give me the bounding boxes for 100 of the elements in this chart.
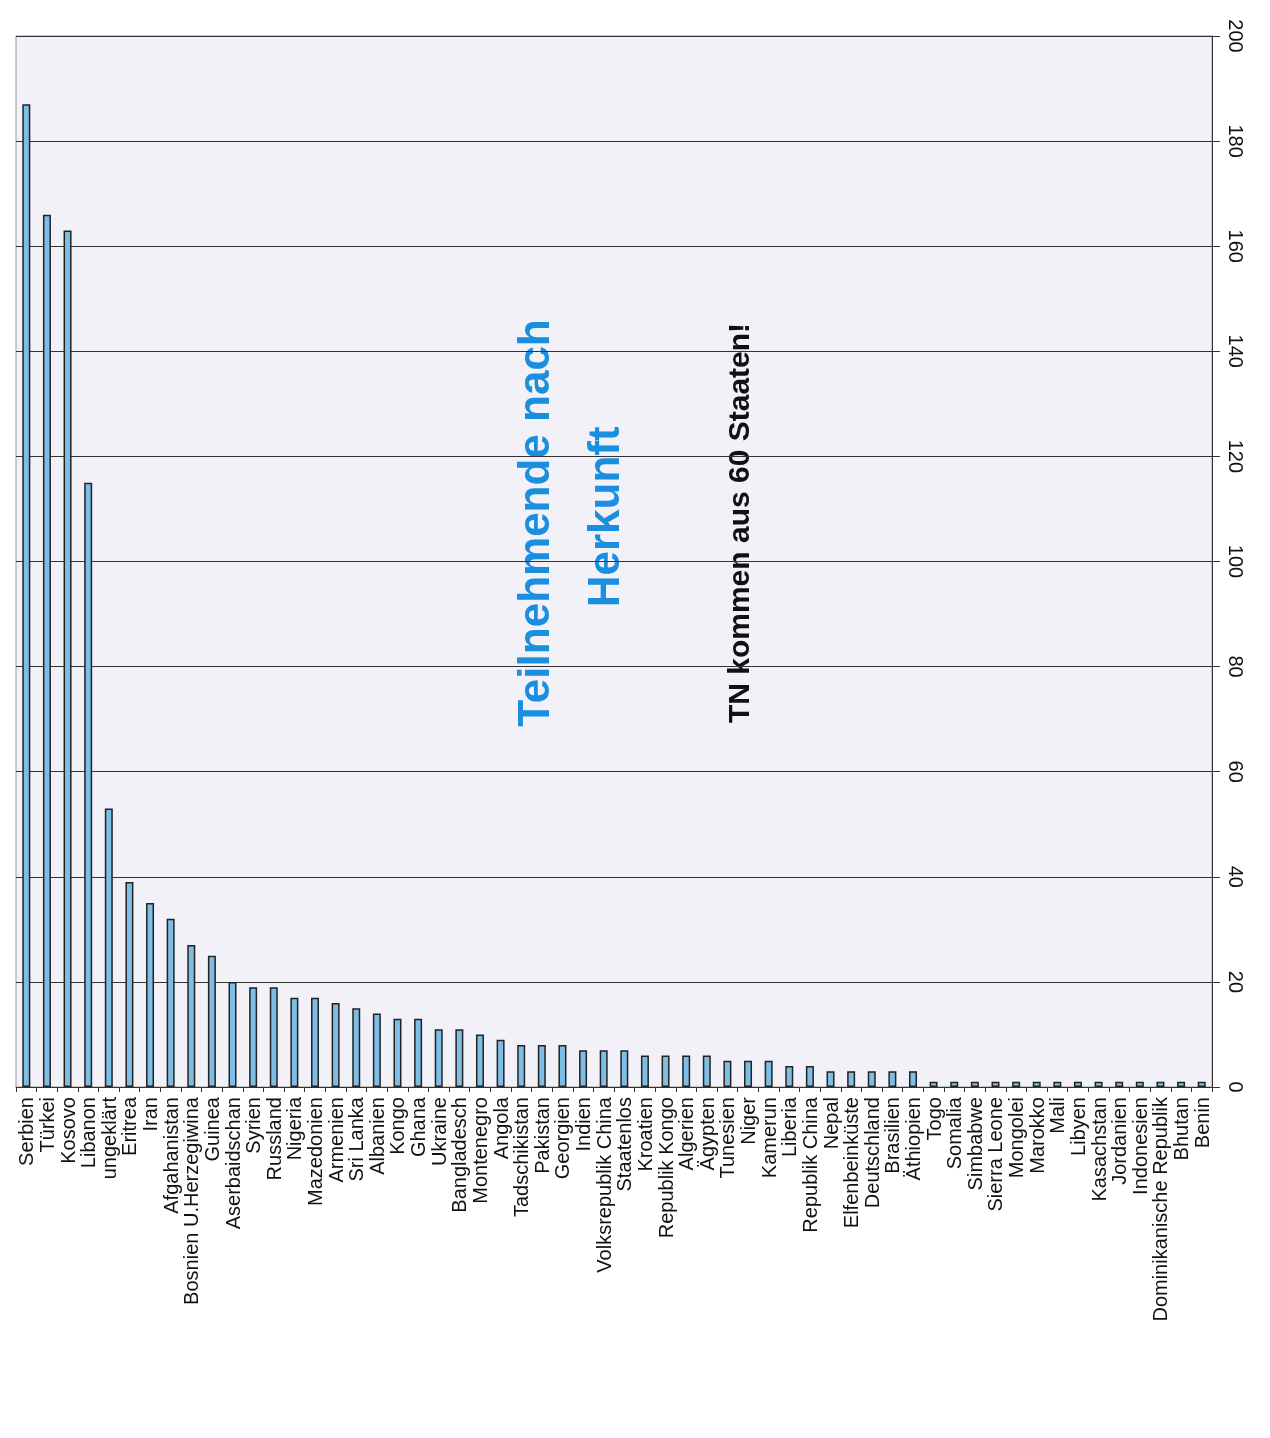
bar bbox=[1053, 1081, 1062, 1087]
bar bbox=[950, 1081, 959, 1087]
bar bbox=[269, 987, 278, 1087]
y-tick-label: 20 bbox=[1225, 970, 1247, 994]
bar bbox=[63, 230, 72, 1087]
bar bbox=[104, 808, 113, 1087]
bar bbox=[661, 1055, 670, 1087]
x-tick-label: Indonesien bbox=[1128, 1097, 1151, 1195]
bar bbox=[744, 1060, 753, 1087]
bar bbox=[1012, 1081, 1021, 1087]
bar bbox=[1135, 1081, 1144, 1087]
x-tick-label: Afgahanistan bbox=[159, 1097, 182, 1214]
y-tick-label: 80 bbox=[1225, 655, 1247, 678]
y-tick-label: 60 bbox=[1225, 760, 1247, 783]
bar bbox=[414, 1018, 423, 1087]
y-tick-label: 180 bbox=[1225, 124, 1247, 158]
bar bbox=[1073, 1081, 1082, 1087]
x-tick-label: Libanon bbox=[77, 1097, 100, 1169]
bar bbox=[929, 1081, 938, 1087]
x-tick-label: Iran bbox=[139, 1097, 162, 1132]
bar bbox=[1115, 1081, 1124, 1087]
x-tick-label: Pakistan bbox=[530, 1097, 553, 1174]
x-tick-label: Ukraine bbox=[427, 1097, 450, 1166]
x-tick-label: Libyen bbox=[1066, 1097, 1089, 1156]
bar bbox=[805, 1065, 814, 1087]
x-tick-label: Indien bbox=[572, 1097, 595, 1152]
x-tick-label: Aserbaidschan bbox=[221, 1097, 244, 1230]
x-tick-label: Nigeria bbox=[283, 1096, 306, 1161]
bar bbox=[1156, 1081, 1165, 1087]
bar bbox=[311, 997, 319, 1087]
bar bbox=[290, 997, 299, 1087]
bar bbox=[249, 987, 258, 1087]
x-tick-label: Mazedonien bbox=[304, 1097, 326, 1206]
bar bbox=[826, 1071, 835, 1087]
x-tick-label: ungeklärt bbox=[97, 1096, 120, 1180]
x-tick-label: Kongo bbox=[386, 1097, 409, 1155]
bar bbox=[1197, 1081, 1206, 1087]
bar bbox=[207, 955, 216, 1087]
bar bbox=[867, 1071, 876, 1087]
text: Teilnehmende nach Herkunft bbox=[508, 319, 628, 727]
bar bbox=[723, 1060, 732, 1087]
x-tick-label: Niger bbox=[737, 1096, 760, 1145]
x-tick-label: Äthiopien bbox=[902, 1097, 924, 1181]
bar bbox=[331, 1002, 340, 1087]
bar bbox=[352, 1008, 361, 1087]
bar bbox=[702, 1055, 711, 1087]
y-tick-label: 160 bbox=[1225, 229, 1247, 263]
bar bbox=[579, 1050, 588, 1087]
bar bbox=[187, 945, 196, 1087]
bar bbox=[228, 981, 237, 1087]
bar bbox=[888, 1071, 897, 1087]
y-tick-label: 200 bbox=[1225, 19, 1247, 53]
y-tick-label: 40 bbox=[1225, 865, 1247, 888]
bar bbox=[640, 1055, 649, 1087]
x-tick-label: Türkei bbox=[35, 1097, 58, 1153]
bar bbox=[455, 1029, 464, 1087]
bar bbox=[125, 882, 134, 1087]
bar bbox=[496, 1039, 505, 1087]
bar bbox=[1094, 1081, 1103, 1087]
x-tick-label: Albanien bbox=[365, 1097, 388, 1175]
x-tick-label: Bangladesch bbox=[448, 1097, 471, 1213]
x-tick-label: Ghana bbox=[407, 1096, 430, 1158]
bar bbox=[682, 1055, 691, 1087]
x-tick-label: Sri Lanka bbox=[345, 1096, 368, 1182]
x-tick-label: Republik Kongo bbox=[654, 1097, 677, 1239]
bar bbox=[599, 1050, 608, 1087]
x-tick-label: Simbabwe bbox=[963, 1097, 986, 1191]
bar bbox=[166, 918, 175, 1087]
bar bbox=[42, 214, 51, 1087]
x-tick-label: Kroatien bbox=[633, 1097, 656, 1172]
y-tick-label: 120 bbox=[1225, 439, 1247, 474]
bar bbox=[393, 1018, 402, 1087]
bar bbox=[620, 1050, 629, 1087]
x-tick-label: Mongolei bbox=[1005, 1097, 1028, 1179]
x-tick-label: Armenien bbox=[324, 1097, 347, 1183]
x-tick-label: Brasilien bbox=[881, 1097, 904, 1174]
bar bbox=[970, 1081, 979, 1087]
bar bbox=[764, 1060, 773, 1087]
text: TN kommen aus 60 Staaten! bbox=[721, 322, 755, 724]
x-tick-label: Deutschland bbox=[860, 1097, 883, 1209]
x-tick-label: Kosovo bbox=[56, 1097, 79, 1164]
x-tick-label: Serbien bbox=[15, 1097, 38, 1166]
x-tick-label: Syrien bbox=[242, 1097, 265, 1154]
y-tick-label: 0 bbox=[1225, 1081, 1247, 1093]
x-tick-label: Staatenlos bbox=[613, 1097, 636, 1192]
bar bbox=[434, 1029, 443, 1087]
x-tick-label: Mali bbox=[1046, 1097, 1069, 1134]
bar bbox=[537, 1044, 546, 1087]
bar bbox=[1032, 1081, 1041, 1087]
x-tick-label: Volksrepublik China bbox=[592, 1096, 615, 1273]
x-tick-label: Jordanien bbox=[1108, 1097, 1131, 1185]
bar bbox=[146, 903, 155, 1087]
y-tick-label: 140 bbox=[1225, 334, 1247, 368]
bar bbox=[785, 1065, 794, 1087]
x-tick-label: Benin bbox=[1190, 1097, 1213, 1149]
bar bbox=[1177, 1081, 1186, 1087]
bar bbox=[22, 104, 31, 1087]
bar bbox=[475, 1034, 484, 1087]
x-tick-label: Bhutan bbox=[1170, 1097, 1193, 1161]
x-tick-label: Georgien bbox=[551, 1097, 574, 1180]
